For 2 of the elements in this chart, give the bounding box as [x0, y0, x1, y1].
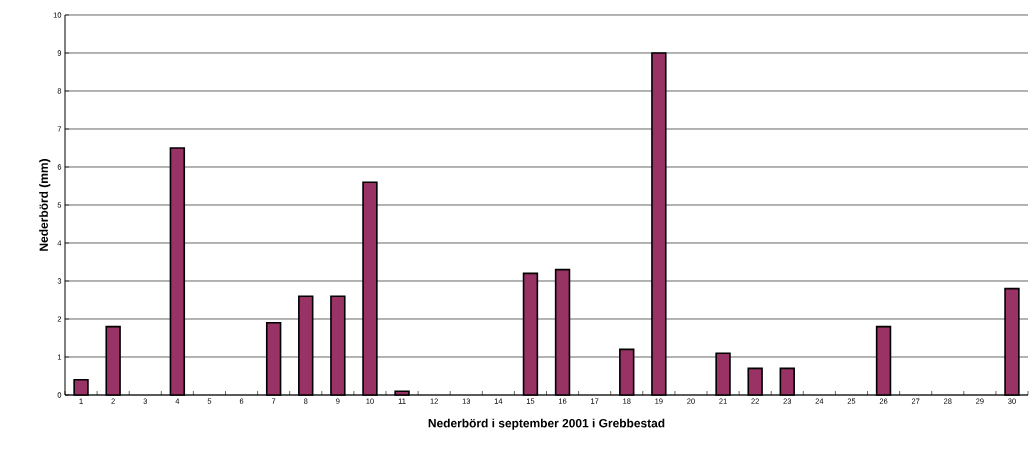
x-axis-title: Nederbörd i september 2001 i Grebbestad	[428, 418, 665, 430]
y-axis-title: Nederbörd (mm)	[39, 159, 51, 251]
